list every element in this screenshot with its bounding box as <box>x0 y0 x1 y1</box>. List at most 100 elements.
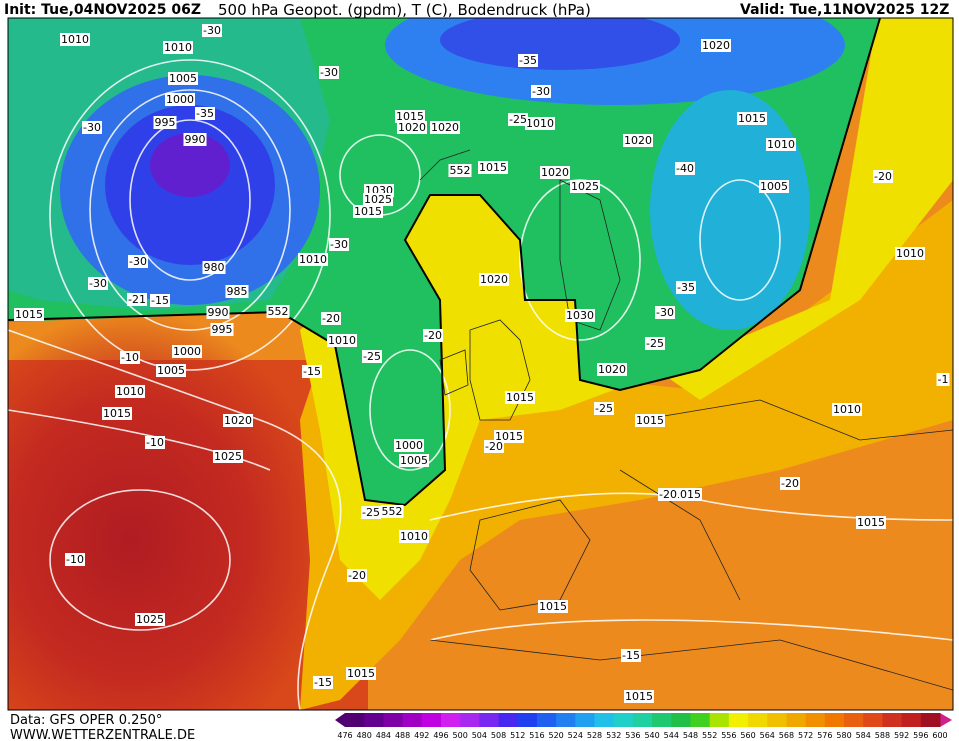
colorbar-tick-label: 560 <box>740 731 755 740</box>
colorbar-tick-label: 544 <box>664 731 679 740</box>
colorbar-tick-label: 508 <box>491 731 506 740</box>
label-box <box>759 180 789 193</box>
isobar-label: 990 <box>208 306 229 319</box>
label-box <box>327 334 357 347</box>
label-box <box>635 414 665 427</box>
isobar-label: 1015 <box>636 414 664 427</box>
isobar-label: 1010 <box>299 253 327 266</box>
colorbar-tick-label: 584 <box>856 731 871 740</box>
temperature-label: -40 <box>676 162 694 175</box>
label-box <box>737 112 767 125</box>
isobar-label: 1025 <box>214 450 242 463</box>
isobar-label: 1010 <box>400 530 428 543</box>
colorbar-bin <box>536 713 557 727</box>
isobar-label: 1010 <box>328 334 356 347</box>
colorbar-bin <box>671 713 691 727</box>
label-box <box>395 110 425 123</box>
label-box <box>394 439 424 452</box>
temperature-label: -15 <box>622 649 640 662</box>
colorbar-tick-label: 552 <box>702 731 717 740</box>
colorbar-tick-label: 596 <box>913 731 928 740</box>
label-box <box>672 488 702 501</box>
temperature-label: -35 <box>677 281 695 294</box>
colorbar-bin <box>460 713 480 727</box>
label-box <box>478 161 508 174</box>
colorbar-bin <box>575 713 596 727</box>
colorbar-bin <box>901 713 922 727</box>
temperature-label: -25 <box>362 506 380 519</box>
temperature-label: -30 <box>656 306 674 319</box>
colorbar-bin <box>479 713 500 727</box>
label-box <box>88 277 108 290</box>
colorbar-tick-label: 484 <box>376 731 391 740</box>
label-box <box>363 193 393 206</box>
colorbar-bin <box>709 713 730 727</box>
isobar-label: 1020 <box>541 166 569 179</box>
label-box <box>780 477 800 490</box>
temperature-label: -30 <box>532 85 550 98</box>
label-box <box>623 134 653 147</box>
label-box <box>494 430 524 443</box>
label-box <box>163 41 193 54</box>
isobar-label: 1000 <box>166 93 194 106</box>
isobar-label: 1015 <box>396 110 424 123</box>
isobar-label: 1005 <box>400 454 428 467</box>
label-box <box>479 273 509 286</box>
isobar-label: 1025 <box>571 180 599 193</box>
label-box <box>206 306 230 319</box>
isobar-label: 1025 <box>364 193 392 206</box>
isobar-label: 995 <box>212 323 233 336</box>
label-box <box>423 329 443 342</box>
label-box <box>223 414 253 427</box>
label-box <box>321 312 341 325</box>
isobar-label: 1030 <box>566 309 594 322</box>
colorbar-bin <box>824 713 845 727</box>
label-box <box>298 253 328 266</box>
label-box <box>213 450 243 463</box>
label-box <box>168 72 198 85</box>
isobar-label: 1015 <box>539 600 567 613</box>
colorbar-bin <box>805 713 826 727</box>
isobar-label: 1015 <box>673 488 701 501</box>
label-box <box>135 613 165 626</box>
label-box <box>397 121 427 134</box>
colorbar-tick-label: 496 <box>433 731 448 740</box>
data-source: Data: GFS OPER 0.250° <box>10 713 162 728</box>
temperature-label: -20 <box>781 477 799 490</box>
isobar-label: 1020 <box>480 273 508 286</box>
isobar-label: 1020 <box>398 121 426 134</box>
temperature-label: -35 <box>196 107 214 120</box>
colorbar-tick-label: 504 <box>472 731 487 740</box>
temperature-label: -30 <box>83 121 101 134</box>
label-box <box>313 676 333 689</box>
colorbar-bin <box>652 713 672 727</box>
colorbar-tick-label: 564 <box>760 731 775 740</box>
temperature-label: -30 <box>89 277 107 290</box>
colorbar-tick-label: 500 <box>453 731 468 740</box>
label-box <box>676 281 696 294</box>
colorbar-bin <box>690 713 711 727</box>
label-box <box>225 285 249 298</box>
label-box <box>645 337 665 350</box>
label-box <box>873 170 893 183</box>
label-box <box>538 600 568 613</box>
label-box <box>202 261 226 274</box>
colorbar-bin <box>345 713 365 727</box>
isobar-label: 1015 <box>625 690 653 703</box>
label-box <box>127 293 147 306</box>
temperature-label: -25 <box>363 350 381 363</box>
temperature-label: -30 <box>203 24 221 37</box>
temperature-label: -15 <box>151 294 169 307</box>
isobar-label: 1015 <box>495 430 523 443</box>
label-box <box>102 407 132 420</box>
colorbar-bin <box>402 713 423 727</box>
colorbar: 476 480 484 488 492 496 500 504 508 512 516 520 524 5… <box>335 713 952 740</box>
colorbar-tick-label: 520 <box>548 731 563 740</box>
isobar-label: 1010 <box>164 41 192 54</box>
colorbar-bin <box>728 713 749 727</box>
valid-time: Valid: Tue,11NOV2025 12Z <box>740 2 949 18</box>
colorbar-tick-label: 576 <box>817 731 832 740</box>
website: WWW.WETTERZENTRALE.DE <box>10 728 195 741</box>
temperature-label: -20 <box>424 329 442 342</box>
temperature-label: -25 <box>646 337 664 350</box>
